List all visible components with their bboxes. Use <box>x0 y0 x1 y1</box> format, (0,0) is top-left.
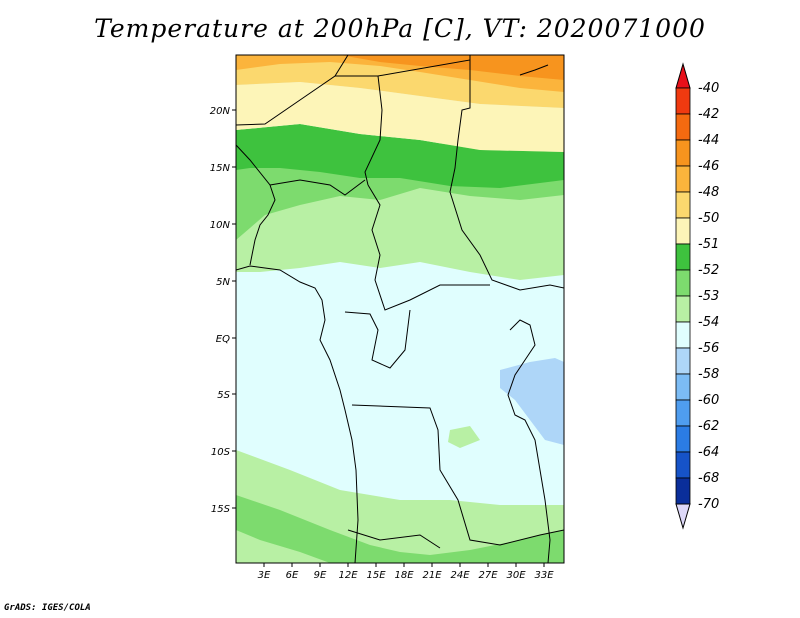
colorbar-swatch <box>675 87 691 115</box>
lon-label: 33E <box>534 570 554 581</box>
colorbar-label: -60 <box>698 393 719 408</box>
colorbar-label: -54 <box>698 315 719 330</box>
lon-label: 18E <box>394 570 414 581</box>
colorbar: -40 -42 -44 -46 -48 -50 -51 -52 -53 -54 -56 -58 -60 -… <box>675 62 719 530</box>
temperature-field <box>236 55 564 563</box>
colorbar-swatch <box>675 477 691 505</box>
colorbar-swatch <box>675 191 691 219</box>
country-borders <box>236 55 564 563</box>
colorbar-label: -40 <box>698 81 719 96</box>
colorbar-top-arrow <box>675 62 691 89</box>
map-frame <box>235 54 565 564</box>
colorbar-swatch <box>675 139 691 167</box>
latitude-labels: 20N 15N 10N 5N EQ 5S 10S 15S <box>210 106 231 515</box>
lon-label: 9E <box>314 570 327 581</box>
lat-label: 10S <box>211 447 231 458</box>
colorbar-label: -56 <box>698 341 719 356</box>
colorbar-bottom-arrow <box>675 503 691 530</box>
lat-label: EQ <box>216 334 230 345</box>
lat-label: 5S <box>217 390 230 401</box>
colorbar-label: -44 <box>698 133 719 148</box>
colorbar-swatch <box>675 243 691 271</box>
colorbar-label: -50 <box>698 211 719 226</box>
lat-label: 15N <box>210 163 231 174</box>
lon-label: 12E <box>338 570 358 581</box>
colorbar-swatch <box>675 269 691 297</box>
colorbar-swatch <box>675 321 691 349</box>
colorbar-label: -53 <box>698 289 719 304</box>
lon-label: 21E <box>422 570 442 581</box>
axis-ticks <box>232 109 545 567</box>
colorbar-swatch <box>675 295 691 323</box>
colorbar-label: -70 <box>698 497 719 512</box>
colorbar-label: -51 <box>698 237 719 252</box>
colorbar-label: -42 <box>698 107 719 122</box>
lon-label: 27E <box>478 570 498 581</box>
lat-label: 15S <box>211 504 231 515</box>
colorbar-label: -52 <box>698 263 719 278</box>
colorbar-swatch <box>675 373 691 401</box>
lat-label: 10N <box>210 220 231 231</box>
colorbar-label: -62 <box>698 419 719 434</box>
lon-label: 30E <box>506 570 526 581</box>
colorbar-label: -58 <box>698 367 719 382</box>
lon-label: 6E <box>286 570 299 581</box>
colorbar-swatch <box>675 399 691 427</box>
colorbar-swatch <box>675 451 691 479</box>
credit-label: GrADS: IGES/COLA <box>4 603 91 613</box>
longitude-labels: 3E 6E 9E 12E 15E 18E 21E 24E 27E 30E 33E <box>258 570 555 581</box>
colorbar-swatch <box>675 217 691 245</box>
colorbar-swatch <box>675 425 691 453</box>
colorbar-swatch <box>675 113 691 141</box>
colorbar-label: -48 <box>698 185 719 200</box>
lon-label: 15E <box>366 570 386 581</box>
lat-label: 20N <box>210 106 231 117</box>
colorbar-label: -68 <box>698 471 719 486</box>
lon-label: 24E <box>450 570 470 581</box>
colorbar-label: -64 <box>698 445 719 460</box>
colorbar-label: -46 <box>698 159 719 174</box>
map-title: Temperature at 200hPa [C], VT: 202007100… <box>94 14 706 43</box>
colorbar-swatch <box>675 347 691 375</box>
lat-label: 5N <box>216 277 230 288</box>
colorbar-swatch <box>675 165 691 193</box>
lon-label: 3E <box>258 570 271 581</box>
